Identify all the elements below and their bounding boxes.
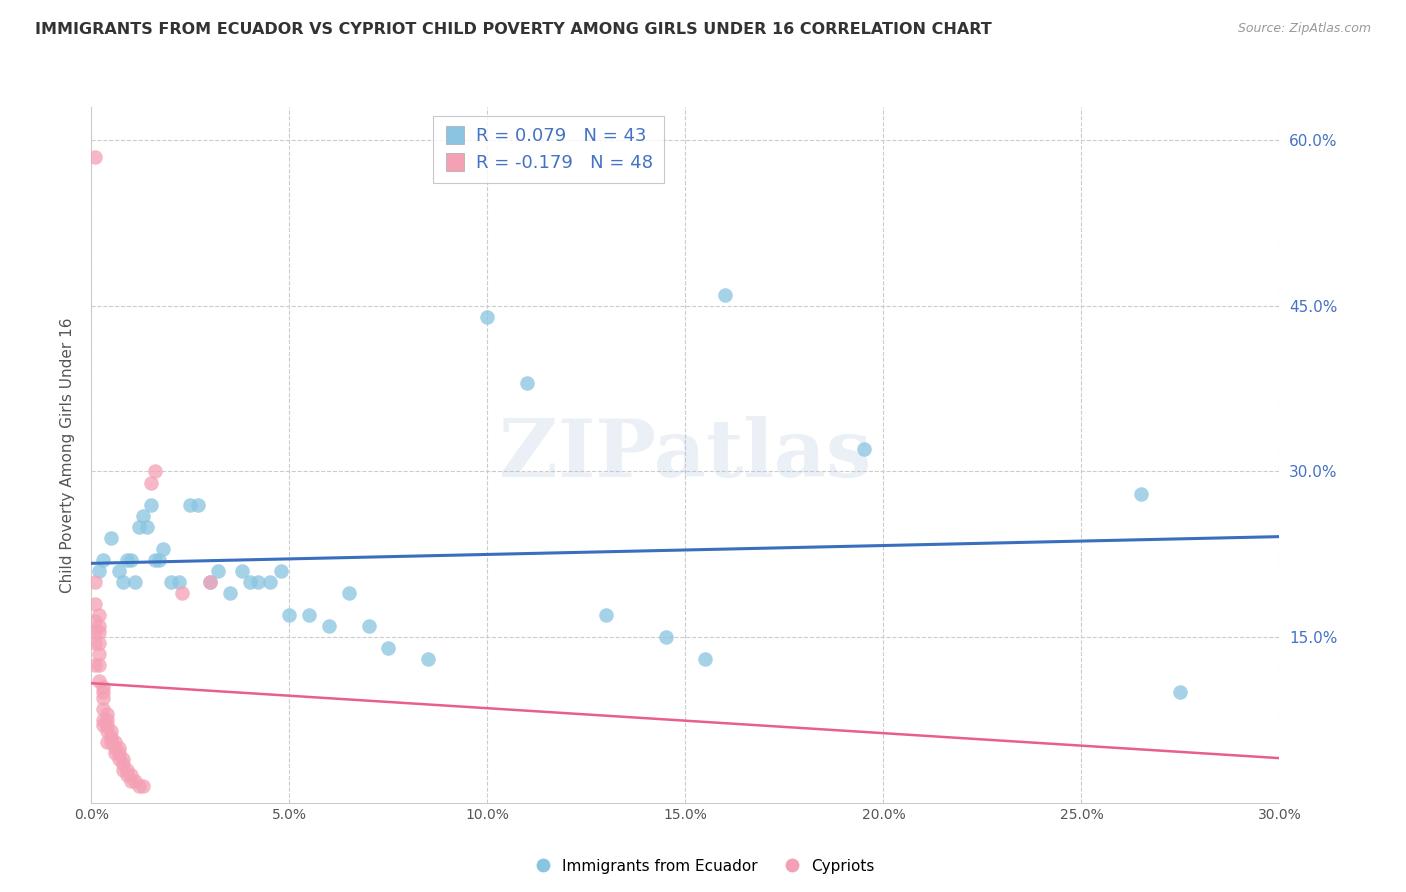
Point [714, 287, 737, 301]
Point [132, 508, 155, 523]
Point [91, 553, 114, 567]
Point [100, 531, 122, 545]
Point [1170, 685, 1192, 699]
Point [207, 564, 229, 578]
Point [120, 773, 142, 788]
Point [112, 757, 135, 772]
Point [135, 519, 157, 533]
Point [96, 707, 118, 722]
Point [337, 586, 360, 600]
Point [100, 730, 122, 744]
Point [89, 674, 111, 689]
Point [120, 553, 142, 567]
Point [246, 574, 269, 589]
Point [143, 553, 166, 567]
Point [318, 619, 340, 633]
Point [695, 652, 717, 666]
Point [96, 724, 118, 739]
Point [96, 713, 118, 727]
Point [104, 746, 127, 760]
Point [84, 624, 107, 639]
Point [278, 608, 301, 623]
Point [200, 574, 222, 589]
Point [377, 641, 399, 656]
Point [148, 553, 170, 567]
Text: Source: ZipAtlas.com: Source: ZipAtlas.com [1237, 22, 1371, 36]
Point [89, 647, 111, 661]
Point [139, 475, 162, 490]
Point [91, 713, 114, 727]
Point [120, 768, 142, 782]
Point [91, 690, 114, 705]
Point [112, 751, 135, 765]
Legend: Immigrants from Ecuador, Cypriots: Immigrants from Ecuador, Cypriots [526, 853, 880, 880]
Point [108, 740, 131, 755]
Point [1129, 486, 1152, 500]
Point [104, 740, 127, 755]
Point [84, 574, 107, 589]
Point [100, 735, 122, 749]
Point [124, 773, 146, 788]
Point [89, 564, 111, 578]
Point [112, 574, 135, 589]
Point [108, 751, 131, 765]
Point [128, 779, 150, 793]
Point [231, 564, 253, 578]
Point [654, 630, 676, 644]
Point [84, 635, 107, 649]
Point [100, 724, 122, 739]
Legend: R = 0.079   N = 43, R = -0.179   N = 48: R = 0.079 N = 43, R = -0.179 N = 48 [433, 116, 664, 183]
Point [104, 735, 127, 749]
Point [89, 635, 111, 649]
Point [139, 498, 162, 512]
Point [187, 498, 209, 512]
Text: ZIPatlas: ZIPatlas [499, 416, 872, 494]
Point [84, 150, 107, 164]
Point [115, 553, 138, 567]
Point [595, 608, 617, 623]
Point [115, 768, 138, 782]
Point [108, 564, 131, 578]
Point [91, 685, 114, 699]
Point [219, 586, 242, 600]
Point [84, 597, 107, 611]
Point [852, 442, 875, 457]
Point [84, 614, 107, 628]
Point [89, 619, 111, 633]
Point [416, 652, 439, 666]
Point [357, 619, 380, 633]
Point [124, 574, 146, 589]
Point [516, 376, 538, 391]
Point [259, 574, 281, 589]
Point [96, 718, 118, 732]
Point [298, 608, 321, 623]
Point [89, 608, 111, 623]
Point [115, 763, 138, 777]
Point [89, 624, 111, 639]
Point [112, 763, 135, 777]
Point [152, 541, 174, 556]
Point [128, 519, 150, 533]
Point [143, 465, 166, 479]
Point [91, 702, 114, 716]
Point [91, 680, 114, 694]
Point [179, 498, 201, 512]
Point [89, 657, 111, 672]
Y-axis label: Child Poverty Among Girls Under 16: Child Poverty Among Girls Under 16 [60, 318, 76, 592]
Point [172, 586, 194, 600]
Point [96, 735, 118, 749]
Point [108, 746, 131, 760]
Point [200, 574, 222, 589]
Point [270, 564, 292, 578]
Point [159, 574, 181, 589]
Point [239, 574, 262, 589]
Point [91, 718, 114, 732]
Point [84, 657, 107, 672]
Point [167, 574, 190, 589]
Point [477, 310, 499, 324]
Text: IMMIGRANTS FROM ECUADOR VS CYPRIOT CHILD POVERTY AMONG GIRLS UNDER 16 CORRELATIO: IMMIGRANTS FROM ECUADOR VS CYPRIOT CHILD… [35, 22, 991, 37]
Point [132, 779, 155, 793]
